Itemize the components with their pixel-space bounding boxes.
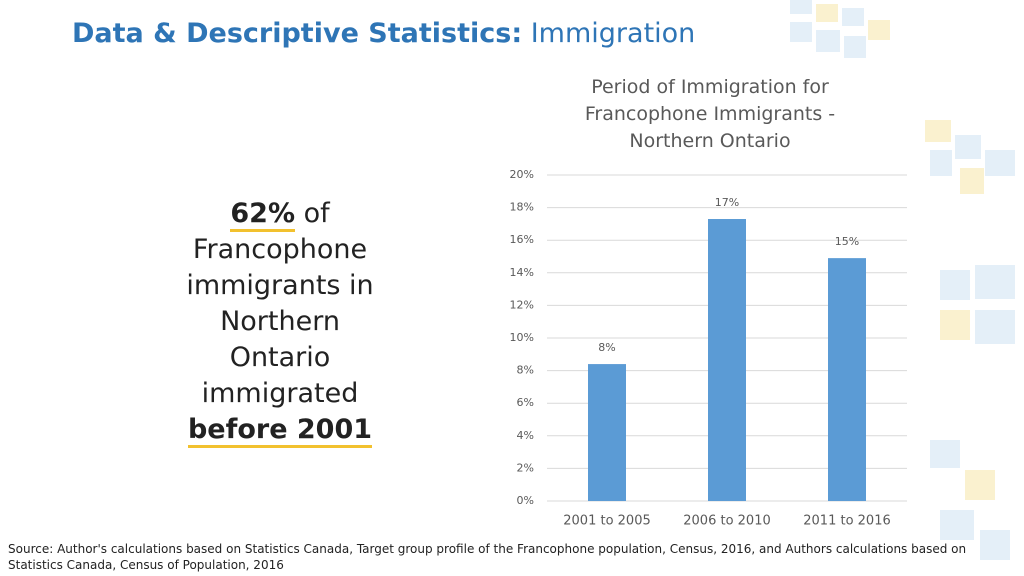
x-tick-label: 2001 to 2005 xyxy=(563,514,650,529)
y-tick-label: 8% xyxy=(517,364,534,377)
callout: 62% of Francophone immigrants in Norther… xyxy=(170,196,390,448)
y-tick-label: 0% xyxy=(517,494,534,507)
data-label: 8% xyxy=(598,341,615,354)
callout-text: of Francophone immigrants in Northern On… xyxy=(186,198,374,409)
title-rest: Immigration xyxy=(530,18,696,49)
y-tick-label: 12% xyxy=(510,298,534,311)
callout-highlight: 62% xyxy=(230,198,296,232)
x-tick-label: 2011 to 2016 xyxy=(803,514,890,529)
data-label: 15% xyxy=(835,235,859,248)
y-tick-label: 4% xyxy=(517,429,534,442)
y-tick-label: 10% xyxy=(510,331,534,344)
slide-title: Data & Descriptive Statistics: Immigrati… xyxy=(72,18,695,49)
callout-emphasis: before 2001 xyxy=(187,414,373,448)
y-tick-label: 14% xyxy=(510,266,534,279)
y-tick-label: 6% xyxy=(517,396,534,409)
bar xyxy=(588,364,626,501)
y-tick-label: 2% xyxy=(517,461,534,474)
title-bold: Data & Descriptive Statistics: xyxy=(72,18,523,49)
y-tick-label: 18% xyxy=(510,201,534,214)
bar xyxy=(828,258,866,501)
chart-title: Period of Immigration for Francophone Im… xyxy=(584,76,836,152)
data-label: 17% xyxy=(715,196,739,209)
y-tick-label: 20% xyxy=(510,168,534,181)
x-tick-label: 2006 to 2010 xyxy=(683,514,770,529)
source-note: Source: Author's calculations based on S… xyxy=(8,542,967,572)
y-tick-label: 16% xyxy=(510,233,534,246)
bar xyxy=(708,219,746,501)
decoration xyxy=(790,0,1015,560)
